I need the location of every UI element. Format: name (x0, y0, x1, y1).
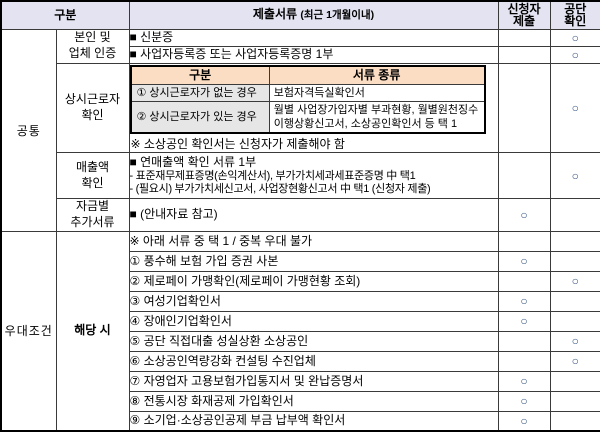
agency-mark-cell: ○ (549, 350, 600, 372)
agency-mark-cell: ○ (549, 28, 600, 47)
applicant-mark-cell (497, 28, 551, 47)
agency-mark-cell (549, 410, 600, 432)
inner-case-cell: ② 상시근로자가 있는 경우 (130, 100, 270, 134)
inner-table-row: ① 상시근로자가 없는 경우 보험자격득실확인서 (130, 83, 486, 102)
subcat-fund-cell: 자금별 추가서류 (55, 198, 130, 232)
sales-line-1: ■ 연매출액 확인 서류 1부 (129, 154, 257, 169)
table-row: 우대조건 해당 시 ※ 아래 서류 중 택 1 / 중복 우대 불가 (0, 230, 600, 432)
agency-mark-cell (549, 250, 600, 272)
workers-note: ※ 소상공인 확인서는 신청자가 제출해야 함 (130, 137, 345, 152)
agency-mark-cell (549, 290, 600, 312)
table-row: 공통 본인 및 업체 인증 ■ 신분증 ○ (0, 28, 600, 232)
group-preferential-cell: 우대조건 (0, 230, 57, 432)
agency-mark-cell (549, 310, 600, 332)
agency-mark-cell (549, 230, 600, 252)
document-cell: ⑤ 공단 직접대출 성실상환 소상공인 (128, 330, 499, 352)
table-row: ① 풍수해 보험 가입 증권 사본 ○ (1, 250, 600, 272)
applicant-mark-cell: ○ (497, 198, 551, 232)
document-cell: ⑨ 소기업·소상공인공제 부금 납부액 확인서 (128, 410, 499, 432)
table-row: ■ 사업자등록증 또는 사업자등록증명 1부 ○ (1, 45, 600, 64)
applicant-mark-cell: ○ (497, 370, 551, 392)
applicant-mark-cell (497, 152, 551, 200)
document-cell: ■ (안내자료 참고) (128, 198, 499, 232)
applicant-mark-cell: ○ (497, 410, 551, 432)
group-common-cell: 공통 (0, 28, 57, 232)
applicant-mark-cell (497, 270, 551, 292)
inner-case-cell: ① 상시근로자가 없는 경우 (130, 83, 270, 102)
table-row: ⑦ 자영업자 고용보험가입통지서 및 완납증명서 ○ (1, 370, 600, 392)
document-cell: ④ 장애인기업확인서 (128, 310, 499, 332)
applicant-mark-cell: ○ (497, 390, 551, 412)
applicant-mark-cell (497, 62, 551, 154)
table-row: 상시근로자 확인 구분 서류 종류 ① 상시근로자가 없는 경우 (1, 62, 600, 154)
subcat-sales-cell: 매출액 확인 (55, 152, 130, 200)
table-row: ⑨ 소기업·소상공인공제 부금 납부액 확인서 ○ (1, 410, 600, 432)
inner-docs-cell: 월별 사업장가입자별 부과현황, 월별원천징수이행상황신고서, 소상공인확인서 … (268, 100, 486, 134)
header-category: 구분 (0, 0, 130, 30)
applicant-mark-cell: ○ (497, 250, 551, 272)
header-agency-confirm: 공단 확인 (549, 0, 600, 30)
inner-header-category: 구분 (130, 65, 270, 85)
applicant-mark-cell: ○ (497, 290, 551, 312)
agency-mark-cell: ○ (549, 270, 600, 292)
agency-mark-cell: ○ (549, 330, 600, 352)
preferential-note-cell: ※ 아래 서류 중 택 1 / 중복 우대 불가 (128, 230, 499, 252)
subcat-identity-cell: 본인 및 업체 인증 (55, 28, 130, 64)
header-documents: 제출서류 (최근 1개월이내) (128, 0, 499, 30)
document-cell: ① 풍수해 보험 가입 증권 사본 (128, 250, 499, 272)
subcat-applicable-cell: 해당 시 (55, 230, 130, 432)
applicant-mark-cell (497, 45, 551, 64)
document-cell: ■ 신분증 (128, 28, 499, 47)
table-row: ⑤ 공단 직접대출 성실상환 소상공인 ○ (1, 330, 600, 352)
inner-docs-cell: 보험자격득실확인서 (268, 83, 486, 102)
table-row: ⑧ 전통시장 화재공제 가입확인서 ○ (1, 390, 600, 412)
subcat-workers-cell: 상시근로자 확인 (55, 62, 130, 154)
agency-mark-cell: ○ (549, 45, 600, 64)
table-row: ③ 여성기업확인서 ○ (1, 290, 600, 312)
agency-mark-cell (549, 198, 600, 232)
table-row: ② 제로페이 가맹확인(제로페이 가맹현황 조회) ○ (1, 270, 600, 292)
document-cell: ② 제로페이 가맹확인(제로페이 가맹현황 조회) (128, 270, 499, 292)
agency-mark-cell: ○ (549, 152, 600, 200)
applicant-mark-cell: ○ (497, 310, 551, 332)
document-cell: ⑦ 자영업자 고용보험가입통지서 및 완납증명서 (128, 370, 499, 392)
agency-mark-cell (549, 370, 600, 392)
header-applicant-submit: 신청자 제출 (497, 0, 551, 30)
header-documents-title: 제출서류 (252, 7, 298, 22)
table-row: 매출액 확인 ■ 연매출액 확인 서류 1부 - 표준재무제표증명(손익계산서)… (1, 152, 600, 200)
document-cell: ⑧ 전통시장 화재공제 가입확인서 (128, 390, 499, 412)
applicant-mark-cell (497, 330, 551, 352)
table-row: 자금별 추가서류 ■ (안내자료 참고) ○ (1, 198, 600, 232)
document-cell: ■ 사업자등록증 또는 사업자등록증명 1부 (128, 45, 499, 64)
document-cell: ③ 여성기업확인서 (128, 290, 499, 312)
applicant-mark-cell (497, 230, 551, 252)
table-header-row: 구분 제출서류 (최근 1개월이내) 신청자 제출 공단 확인 (0, 0, 600, 30)
document-cell: ⑥ 소상공인역량강화 컨설팅 수진업체 (128, 350, 499, 372)
applicant-mark-cell (497, 350, 551, 372)
table-row: ④ 장애인기업확인서 ○ (1, 310, 600, 332)
inner-header-doctype: 서류 종류 (268, 65, 486, 85)
sales-line-2: - 표준재무제표증명(손익계산서), 부가가치세과세표준증명 中 택1 (129, 169, 416, 182)
sales-document-cell: ■ 연매출액 확인 서류 1부 - 표준재무제표증명(손익계산서), 부가가치세… (128, 152, 499, 200)
workers-document-cell: 구분 서류 종류 ① 상시근로자가 없는 경우 보험자격득실확인서 ② 상시근로… (128, 62, 499, 154)
inner-table-row: ② 상시근로자가 있는 경우 월별 사업장가입자별 부과현황, 월별원천징수이행… (130, 100, 486, 134)
agency-mark-cell (549, 390, 600, 412)
header-documents-note: (최근 1개월이내) (300, 9, 375, 22)
sales-line-3: - (필요시) 부가가치세신고서, 사업장현황신고서 中 택1 (신청자 제출) (129, 183, 431, 196)
workers-inner-table: 구분 서류 종류 ① 상시근로자가 없는 경우 보험자격득실확인서 ② 상시근로… (130, 64, 486, 135)
agency-mark-cell: ○ (549, 62, 600, 154)
